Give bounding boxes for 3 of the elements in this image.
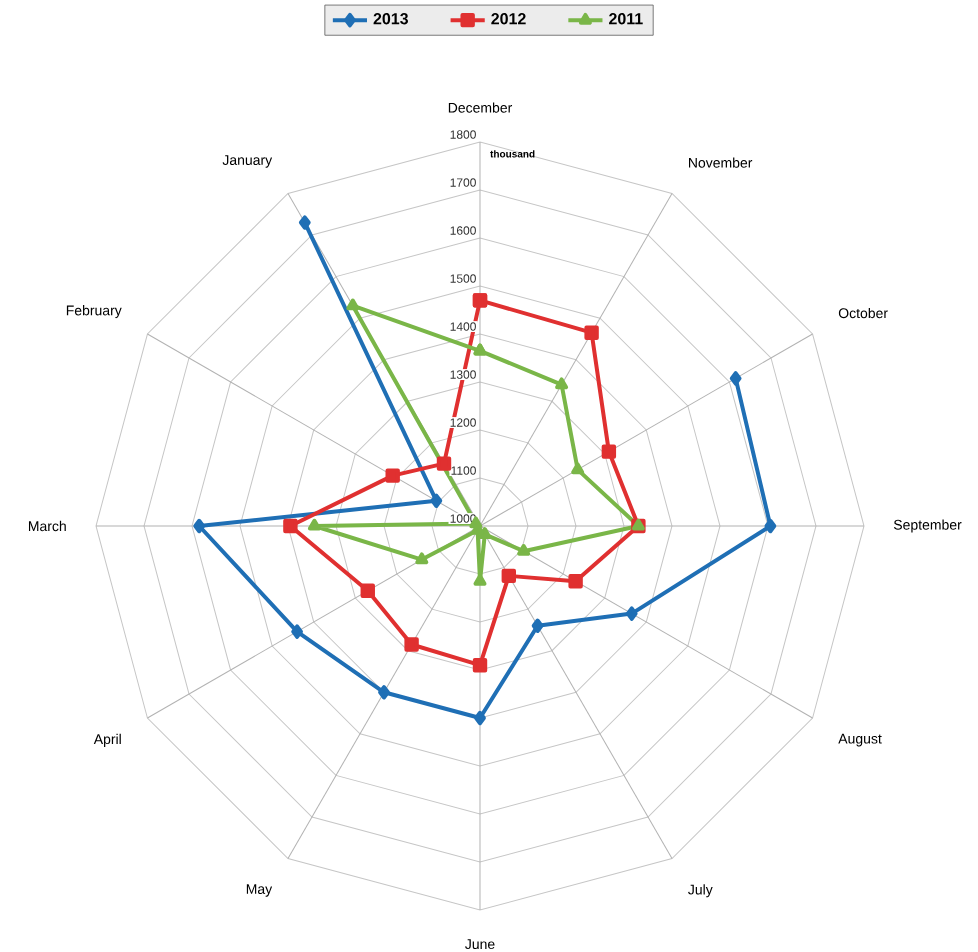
legend-label: 2012 <box>491 13 526 25</box>
legend-label: 2013 <box>373 13 408 25</box>
legend-label: 2011 <box>609 13 643 25</box>
